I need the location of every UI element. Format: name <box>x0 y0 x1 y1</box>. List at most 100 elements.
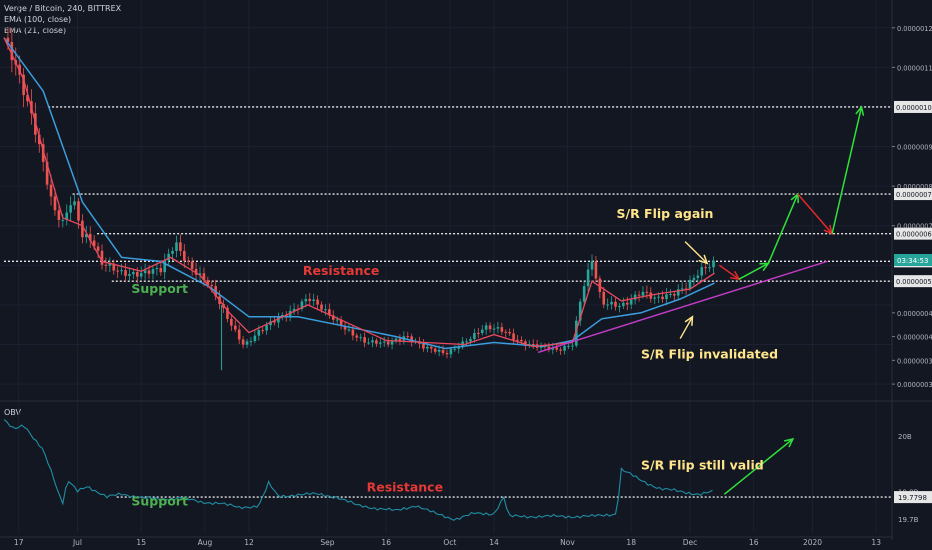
candle-body <box>198 273 202 275</box>
candle-body <box>622 302 625 307</box>
time-axis-label: 16 <box>381 538 391 547</box>
candle-body <box>159 268 163 273</box>
candle-body <box>108 263 112 266</box>
candle-body <box>582 286 586 302</box>
pointer-arrow <box>684 241 708 264</box>
candle-body <box>496 327 500 329</box>
candle-body <box>308 298 312 302</box>
candle-body <box>10 42 14 61</box>
candle-body <box>104 264 108 266</box>
obv-annotation-label: S/R Flip still valid <box>641 457 764 472</box>
obv-axis-label: 20B <box>898 433 912 441</box>
time-axis-label: 17 <box>14 538 24 547</box>
candle-body <box>606 304 609 306</box>
candle-body <box>167 253 170 261</box>
candle-body <box>512 333 515 340</box>
annotation-label: S/R Flip again <box>617 206 714 221</box>
candle-body <box>394 338 398 341</box>
candle-body <box>488 325 492 330</box>
candle-body <box>331 315 335 320</box>
candle-body <box>324 309 327 311</box>
price-axis-label: 0.00000036 <box>897 357 932 365</box>
candle-body <box>112 263 116 271</box>
time-axis-label: Jul <box>72 538 82 547</box>
candle-body <box>277 317 280 323</box>
obv-axis-label: 19.7798 <box>898 494 927 502</box>
candle-body <box>316 299 319 305</box>
candle-body <box>614 301 617 307</box>
candle-body <box>120 270 123 272</box>
candle-body <box>53 196 57 211</box>
projection-arrow <box>797 193 833 235</box>
candle-body <box>641 291 645 296</box>
candle-body <box>139 273 143 277</box>
candle-body <box>575 320 578 346</box>
time-axis-label: 2020 <box>803 538 822 547</box>
candle-body <box>175 242 178 251</box>
candle-body <box>692 277 696 280</box>
price-axis-label: 0.00000048 <box>897 310 932 318</box>
candle-body <box>473 332 476 339</box>
candle-body <box>367 342 370 344</box>
candle-body <box>531 343 535 345</box>
level-tag <box>894 188 932 201</box>
time-axis-label: Sep <box>320 538 334 547</box>
candle-body <box>578 301 582 321</box>
candle-body <box>147 270 151 274</box>
candle-body <box>355 335 359 338</box>
candle-body <box>96 246 100 251</box>
candle-body <box>359 337 363 339</box>
candle-body <box>249 341 253 343</box>
ema100-legend[interactable]: EMA (100, close) <box>4 15 72 24</box>
candle-body <box>469 338 472 342</box>
candle-body <box>300 301 304 309</box>
candle-body <box>676 289 680 296</box>
candle-body <box>328 309 331 316</box>
candle-body <box>61 219 65 221</box>
candle-body <box>520 340 523 342</box>
obv-axis-label: 19.7B <box>898 516 919 524</box>
candle-body <box>457 347 461 349</box>
candle-body <box>65 212 69 220</box>
candle-body <box>57 210 61 220</box>
candle-body <box>555 347 559 350</box>
candle-body <box>433 348 437 352</box>
candle-body <box>610 301 613 305</box>
candle-body <box>551 347 555 350</box>
candle-body <box>477 332 480 334</box>
ema21-legend: EMA (21, close) <box>4 26 67 35</box>
candle-body <box>241 339 245 345</box>
candle-body <box>237 329 241 340</box>
candle-body <box>37 134 41 145</box>
candle-body <box>567 345 570 347</box>
candle-body <box>265 325 268 331</box>
candle-body <box>202 273 206 280</box>
obv-annotation-label: Resistance <box>367 480 443 495</box>
candle-body <box>253 335 257 342</box>
candle-body <box>410 336 413 342</box>
obv-projection-arrow-head <box>783 437 795 448</box>
current-price-countdown: 03:34:53 <box>897 257 928 265</box>
ema100-line <box>3 37 715 350</box>
candle-body <box>516 339 519 341</box>
level-tag <box>894 275 932 288</box>
candle-body <box>437 349 441 352</box>
candle-body <box>625 302 629 305</box>
candle-body <box>190 261 194 269</box>
pointer-arrow <box>679 316 694 339</box>
candle-body <box>226 307 229 319</box>
candles <box>6 26 715 371</box>
candle-body <box>504 331 508 333</box>
projection-arrow-head <box>855 105 865 116</box>
candle-body <box>292 308 296 311</box>
candle-body <box>390 340 394 345</box>
candle-body <box>171 250 174 254</box>
candle-body <box>406 336 410 338</box>
candle-body <box>680 288 684 290</box>
candle-body <box>92 240 96 247</box>
candle-body <box>669 294 672 296</box>
